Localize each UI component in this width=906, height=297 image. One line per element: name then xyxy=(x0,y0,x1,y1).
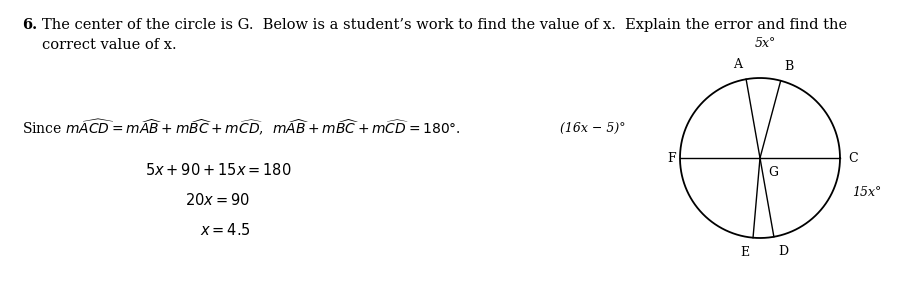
Text: D: D xyxy=(778,245,788,258)
Text: G: G xyxy=(768,166,778,179)
Text: A: A xyxy=(733,58,742,71)
Text: $5x+90+15x=180$: $5x+90+15x=180$ xyxy=(145,162,292,178)
Text: C: C xyxy=(848,151,858,165)
Text: F: F xyxy=(668,151,676,165)
Text: (16x − 5)°: (16x − 5)° xyxy=(560,121,625,135)
Text: B: B xyxy=(785,60,794,73)
Text: $20x=90$: $20x=90$ xyxy=(185,192,250,208)
Text: 5x°: 5x° xyxy=(755,37,776,50)
Text: 15x°: 15x° xyxy=(852,187,882,200)
Text: 6.: 6. xyxy=(22,18,37,32)
Text: Since $m\widehat{ACD}=m\widehat{AB}+m\widehat{BC}+m\widehat{CD}$,  $m\widehat{AB: Since $m\widehat{ACD}=m\widehat{AB}+m\wi… xyxy=(22,118,461,138)
Text: E: E xyxy=(740,246,749,259)
Text: correct value of x.: correct value of x. xyxy=(42,38,177,52)
Text: $x=4.5$: $x=4.5$ xyxy=(200,222,251,238)
Text: The center of the circle is G.  Below is a student’s work to find the value of x: The center of the circle is G. Below is … xyxy=(42,18,847,32)
